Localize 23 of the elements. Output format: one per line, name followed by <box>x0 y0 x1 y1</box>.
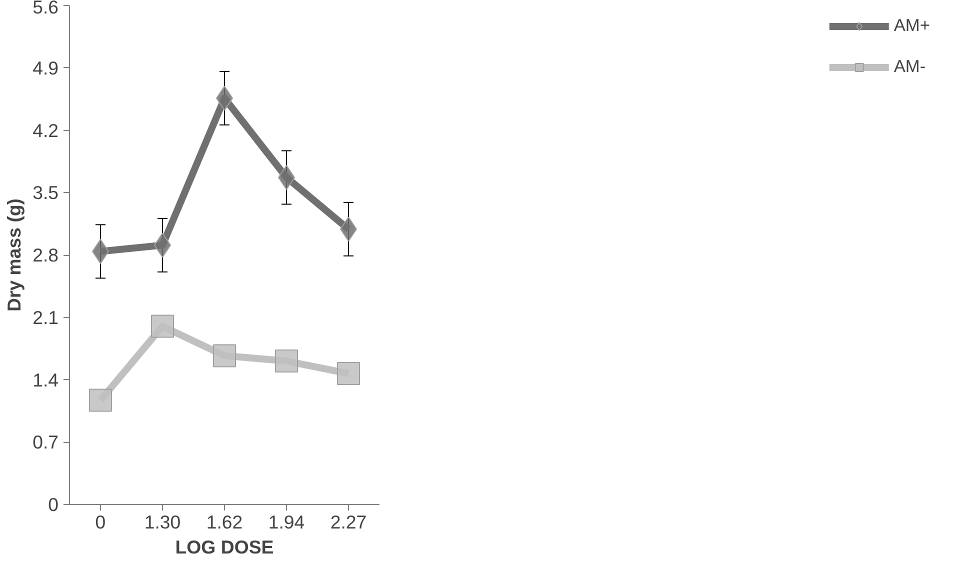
point <box>213 344 236 368</box>
y-tick-label: 1.4 <box>32 369 59 390</box>
y-axis-title: Dry mass (g) <box>4 198 25 312</box>
point <box>151 314 174 338</box>
legend-label: AM- <box>894 56 926 77</box>
y-tick-label: 5.6 <box>32 0 59 18</box>
x-tick-label: 1.94 <box>268 512 305 532</box>
y-tick-label: 2.8 <box>32 244 59 266</box>
x-tick-label: 1.62 <box>206 512 243 532</box>
y-tick-label: 2.1 <box>32 306 59 328</box>
y-tick-label: 0.7 <box>32 432 59 453</box>
point <box>337 362 360 386</box>
x-tick-label: 0 <box>95 512 106 532</box>
x-tick-label: 1.30 <box>144 512 181 532</box>
point <box>89 388 112 412</box>
y-tick-label: 3.5 <box>32 182 59 204</box>
point <box>275 350 298 373</box>
y-tick-label: 0 <box>48 494 59 515</box>
x-axis-title: LOG DOSE <box>175 536 274 558</box>
x-tick-label: 2.27 <box>330 512 367 532</box>
y-tick-label: 4.2 <box>32 120 59 141</box>
y-tick-label: 4.9 <box>32 57 59 78</box>
legend-label: AM+ <box>894 15 930 36</box>
